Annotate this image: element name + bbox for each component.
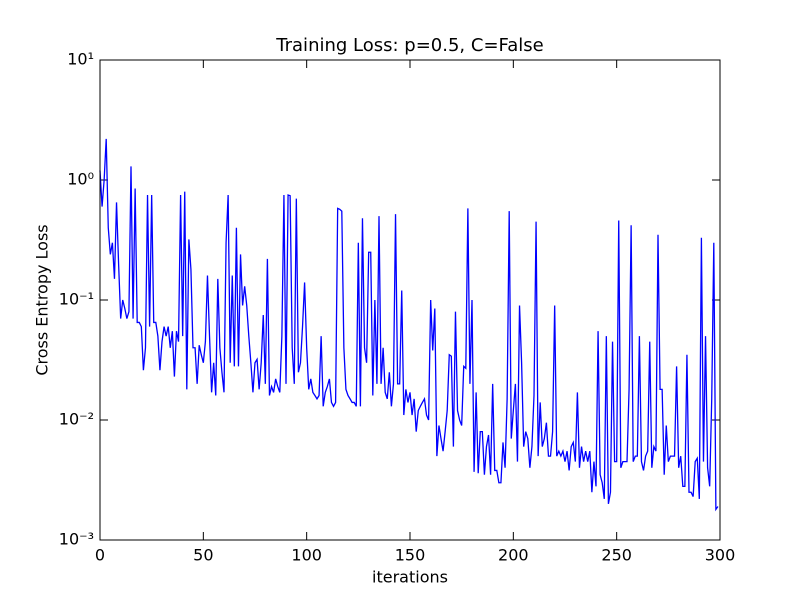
x-tick-label: 300: [705, 546, 736, 565]
y-tick-label: 10⁻³: [59, 530, 94, 549]
y-axis-label: Cross Entropy Loss: [33, 224, 52, 375]
line-series: [99, 138, 719, 512]
x-tick-label: 50: [193, 546, 213, 565]
y-tick-label: 10¹: [67, 50, 94, 69]
x-tick-label: 250: [601, 546, 632, 565]
y-tick-label: 10⁻²: [59, 410, 94, 429]
chart-title: Training Loss: p=0.5, C=False: [275, 35, 543, 56]
plot-frame: [99, 59, 721, 541]
x-tick-label: 200: [498, 546, 529, 565]
y-tick-label: 10⁻¹: [59, 290, 94, 309]
x-axis-label: iterations: [372, 568, 448, 587]
x-tick-label: 100: [291, 546, 322, 565]
x-tick-label: 0: [95, 546, 105, 565]
x-tick-label: 150: [395, 546, 426, 565]
y-tick-label: 10⁰: [67, 170, 94, 189]
